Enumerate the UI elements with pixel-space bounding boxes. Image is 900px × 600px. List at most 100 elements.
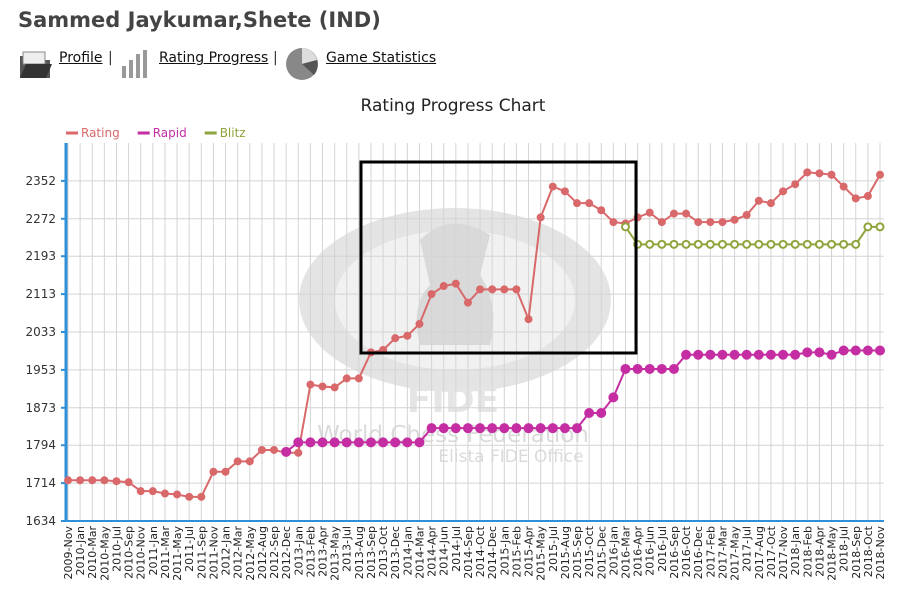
data-point xyxy=(112,477,121,486)
x-tick-label: 2016-Mar xyxy=(619,526,632,579)
data-point xyxy=(668,363,679,374)
data-point xyxy=(802,239,812,249)
x-tick-label: 2011-Nov xyxy=(207,526,220,580)
x-tick-label: 2010-Jan xyxy=(74,526,87,576)
x-tick-label: 2013-Oct xyxy=(377,525,390,577)
profile-link-text[interactable]: Profile xyxy=(59,50,103,66)
data-point xyxy=(827,170,836,179)
data-point xyxy=(778,239,788,249)
data-point xyxy=(559,423,570,434)
data-point xyxy=(124,478,133,487)
data-point xyxy=(706,218,715,227)
data-point xyxy=(476,285,485,294)
data-point xyxy=(620,222,630,232)
data-point xyxy=(354,374,363,383)
x-tick-label: 2015-Jan xyxy=(498,526,511,576)
data-point xyxy=(717,349,728,360)
data-point xyxy=(766,199,775,208)
data-point xyxy=(451,279,460,288)
data-point xyxy=(560,187,569,196)
y-tick-label: 2033 xyxy=(25,325,56,339)
profile-icon xyxy=(20,51,52,78)
data-point xyxy=(390,437,401,448)
data-point xyxy=(535,423,546,434)
x-tick-label: 2016-Apr xyxy=(632,526,645,577)
x-tick-label: 2010-Mar xyxy=(86,526,99,579)
data-point xyxy=(827,239,837,249)
data-point xyxy=(814,239,824,249)
x-tick-label: 2018-Jan xyxy=(789,526,802,576)
x-tick-label: 2013-Jan xyxy=(292,526,305,576)
data-point xyxy=(330,383,339,392)
data-point xyxy=(148,487,157,496)
x-tick-label: 2017-Feb xyxy=(704,526,717,577)
data-point xyxy=(826,349,837,360)
data-point xyxy=(657,239,667,249)
x-tick-label: 2016-Jul xyxy=(656,526,669,572)
watermark-text: FIDE xyxy=(407,380,499,421)
data-point xyxy=(742,239,752,249)
profile-link[interactable]: Profile xyxy=(59,50,103,66)
x-tick-label: 2010-Jul xyxy=(110,526,123,572)
data-point xyxy=(281,446,292,457)
data-point xyxy=(838,345,849,356)
x-tick-label: 2011-Mar xyxy=(159,526,172,579)
data-point xyxy=(391,334,400,343)
data-point xyxy=(876,170,884,179)
data-point xyxy=(233,457,242,466)
data-point xyxy=(329,437,340,448)
x-tick-label: 2010-May xyxy=(98,526,111,581)
data-point xyxy=(209,467,218,476)
data-point xyxy=(850,345,861,356)
data-point xyxy=(791,180,800,189)
y-tick-label: 1794 xyxy=(25,438,56,452)
legend-label: Rapid xyxy=(153,126,187,140)
x-tick-label: 2012-Aug xyxy=(256,526,269,579)
data-point xyxy=(730,215,739,224)
game-statistics-link[interactable]: Game Statistics xyxy=(326,50,436,66)
x-tick-label: 2017-Nov xyxy=(777,526,790,580)
rating-progress-link[interactable]: Rating Progress xyxy=(159,50,268,66)
data-point xyxy=(512,285,521,294)
data-point xyxy=(790,349,801,360)
x-tick-label: 2012-Mar xyxy=(232,526,245,579)
data-point xyxy=(500,285,509,294)
x-tick-label: 2018-May xyxy=(826,526,839,581)
data-point xyxy=(462,423,473,434)
data-point xyxy=(293,437,304,448)
data-point xyxy=(438,423,449,434)
watermark-text: Elista FIDE Office xyxy=(438,447,583,467)
game-statistics-link-text[interactable]: Game Statistics xyxy=(326,50,437,66)
x-tick-label: 2014-Mar xyxy=(413,526,426,579)
y-tick-label: 2352 xyxy=(25,174,56,188)
data-point xyxy=(426,423,437,434)
data-point xyxy=(536,213,545,222)
data-point xyxy=(415,319,424,328)
x-tick-label: 2017-Oct xyxy=(765,525,778,577)
x-tick-label: 2015-Dec xyxy=(595,526,608,579)
data-point xyxy=(815,169,824,178)
chart-title: Rating Progress Chart xyxy=(361,96,546,116)
x-tick-label: 2014-Jul xyxy=(450,526,463,572)
x-tick-label: 2011-May xyxy=(171,526,184,581)
data-point xyxy=(524,315,533,324)
data-point xyxy=(341,437,352,448)
data-point xyxy=(682,209,691,218)
x-tick-label: 2011-Jan xyxy=(147,526,160,576)
x-tick-label: 2015-May xyxy=(535,526,548,581)
data-point xyxy=(620,363,631,374)
legend-label: Blitz xyxy=(220,126,246,140)
data-point xyxy=(342,374,351,383)
data-point xyxy=(76,476,85,485)
x-tick-label: 2018-Nov xyxy=(874,526,887,580)
data-point xyxy=(403,331,412,340)
x-tick-label: 2009-Nov xyxy=(62,526,75,580)
data-point xyxy=(305,437,316,448)
data-point xyxy=(717,239,727,249)
rating-progress-link-text[interactable]: Rating Progress xyxy=(159,50,269,66)
y-tick-label: 1714 xyxy=(25,476,56,490)
x-tick-label: 2017-Aug xyxy=(753,526,766,579)
data-point xyxy=(802,347,813,358)
data-point xyxy=(644,363,655,374)
